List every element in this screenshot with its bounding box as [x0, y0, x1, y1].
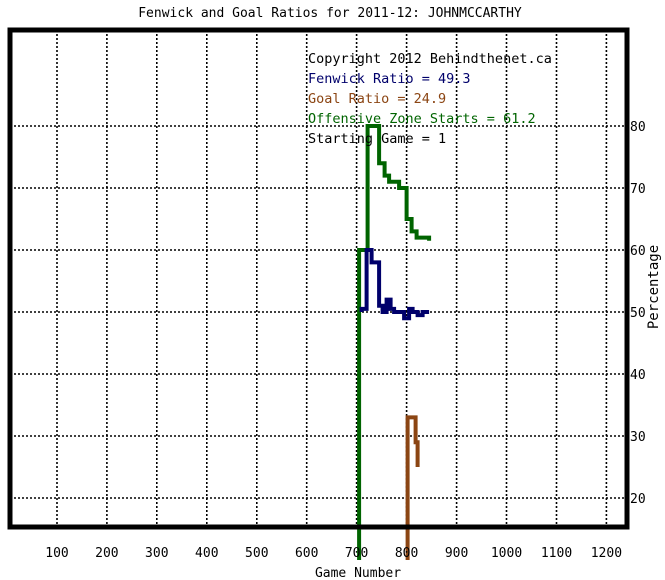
y-tick-label: 50: [630, 306, 646, 321]
series-line-2: [359, 248, 430, 321]
x-tick-label: 500: [245, 546, 268, 561]
x-tick-label: 800: [395, 546, 418, 561]
y-tick-label: 70: [630, 182, 646, 197]
y-axis-ticks: 20 30 40 50 60 70 80: [630, 120, 646, 507]
grid: [10, 30, 627, 527]
x-axis-label: Game Number: [315, 566, 401, 580]
y-tick-label: 30: [630, 430, 646, 445]
y-tick-label: 20: [630, 492, 646, 507]
x-tick-label: 100: [45, 546, 68, 561]
legend-entry: Offensive Zone Starts = 61.2: [308, 111, 536, 127]
x-tick-label: 400: [195, 546, 218, 561]
x-tick-label: 1200: [591, 546, 622, 561]
x-tick-label: 700: [345, 546, 368, 561]
x-tick-label: 900: [445, 546, 468, 561]
legend: Copyright 2012 Behindthenet.ca Fenwick Ra…: [308, 51, 552, 147]
series-line-1: [357, 124, 432, 560]
series-line-3: [405, 415, 420, 560]
legend-entry: Starting Game = 1: [308, 131, 446, 147]
x-tick-label: 600: [295, 546, 318, 561]
x-axis-ticks: 100 200 300 400 500 600 700 800 900 1000 1100 1200: [45, 546, 622, 561]
y-tick-label: 40: [630, 368, 646, 383]
x-tick-label: 200: [95, 546, 118, 561]
legend-entry: Copyright 2012 Behindthenet.ca: [308, 51, 552, 67]
series-layer: [357, 124, 432, 560]
plot-frame: [7, 27, 630, 530]
chart-title: Fenwick and Goal Ratios for 2011-12: JOH…: [138, 6, 522, 21]
y-axis-label: Percentage: [646, 245, 662, 329]
legend-entry: Fenwick Ratio = 49.3: [308, 71, 471, 87]
legend-entry: Goal Ratio = 24.9: [308, 91, 446, 107]
y-tick-label: 80: [630, 120, 646, 135]
x-tick-label: 300: [145, 546, 168, 561]
x-tick-label: 1100: [541, 546, 572, 561]
x-tick-label: 1000: [491, 546, 522, 561]
y-tick-label: 60: [630, 244, 646, 259]
